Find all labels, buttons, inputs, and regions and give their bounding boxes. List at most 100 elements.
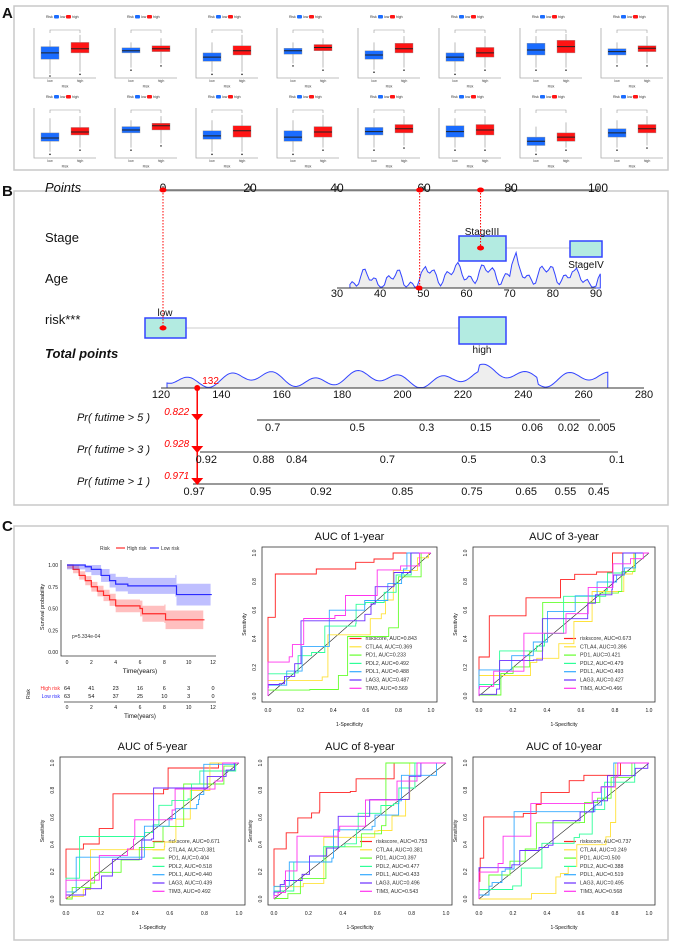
box-low <box>526 43 546 56</box>
legend-swatch-low <box>459 95 464 99</box>
x-tick-low: low <box>209 159 215 163</box>
x-tick-low: low <box>371 159 377 163</box>
points-tick-label: 80 <box>504 181 518 195</box>
roc-y-axis-label: Sensitivity <box>248 819 254 842</box>
x-axis-label: Risk <box>548 165 555 169</box>
pr-tick-label: 0.85 <box>392 486 413 498</box>
legend-label-low: low <box>627 95 633 99</box>
age-tick-label: 60 <box>460 288 472 300</box>
legend-swatch-low <box>621 15 626 19</box>
age-tick-label: 30 <box>331 288 343 300</box>
roc-legend-label: CTLA4, AUC=0.396 <box>580 644 627 650</box>
x-tick-high: high <box>482 79 489 83</box>
age-tick-label: 70 <box>504 288 516 300</box>
boxplot-3: Risk low high low high Risk <box>195 15 258 89</box>
roc-legend-label: PDL2, AUC=0.388 <box>580 864 623 870</box>
age-tick-label: 40 <box>374 288 386 300</box>
roc-y-tick-label: 0.6 <box>258 814 264 821</box>
roc-x-tick-label: 0.8 <box>201 911 208 917</box>
roc-y-tick-label: 1.0 <box>50 759 56 766</box>
total-tick-label: 160 <box>273 389 291 401</box>
legend-title: Risk <box>208 95 215 99</box>
roc-legend-label: PD1, AUC=0.500 <box>580 856 621 862</box>
boxplot-11: Risk low high low high Risk <box>195 95 258 169</box>
outlier-low <box>616 65 618 67</box>
roc-y-tick-label: 0.4 <box>463 841 469 848</box>
box-low <box>40 132 60 142</box>
outlier-low <box>373 149 375 151</box>
legend-swatch-low <box>54 15 59 19</box>
roc-x-axis-label: 1-Specificity <box>336 722 363 728</box>
roc-x-tick-label: 0.6 <box>166 911 173 917</box>
km-x-tick-label: 2 <box>90 660 93 666</box>
stage-iii-label: StageIII <box>465 227 499 238</box>
km-y-tick-label: 0.75 <box>48 585 58 591</box>
roc-curve-ctla4 <box>267 552 431 696</box>
pr-tick-label: 0.7 <box>265 422 280 434</box>
legend-label-high: high <box>396 95 403 99</box>
total-tick-label: 120 <box>152 389 170 401</box>
legend-swatch-low <box>216 15 221 19</box>
at-risk-x-tick-label: 4 <box>114 705 117 711</box>
at-risk-table-label: Risk <box>26 689 32 699</box>
legend-label-high: high <box>558 95 565 99</box>
roc-y-axis-label: Sensitivity <box>40 819 46 842</box>
at-risk-x-tick-label: 6 <box>139 705 142 711</box>
legend-swatch-high <box>552 15 557 19</box>
outlier-high <box>403 69 405 71</box>
outlier-high <box>565 69 567 71</box>
roc-curve-tim3 <box>65 762 239 899</box>
pr-tick-label: 0.88 <box>253 454 274 466</box>
legend-label-high: high <box>234 15 241 19</box>
x-axis-label: Risk <box>386 85 393 89</box>
legend-swatch-high <box>471 95 476 99</box>
roc-x-tick-label: 0.0 <box>271 911 278 917</box>
legend-title: Risk <box>613 95 620 99</box>
roc-curve-tim3 <box>478 762 649 899</box>
roc-x-tick-label: 0.0 <box>63 911 70 917</box>
legend-swatch-high <box>390 15 395 19</box>
x-tick-low: low <box>209 79 215 83</box>
roc-legend-label: TIM3, AUC=0.466 <box>580 686 622 692</box>
roc-x-tick-label: 0.2 <box>510 708 517 714</box>
roc-curve-tim3 <box>273 762 446 899</box>
roc-y-tick-label: 0.8 <box>463 787 469 794</box>
roc-y-tick-label: 0.0 <box>252 692 258 699</box>
roc-plot-frame <box>472 546 656 703</box>
boxplot-10: Risk low high low high Risk <box>114 95 177 169</box>
x-axis-label: Risk <box>305 165 312 169</box>
roc-legend-label: PDL1, AUC=0.493 <box>580 669 623 675</box>
total-tick-label: 220 <box>454 389 472 401</box>
axes <box>519 28 582 79</box>
x-axis-label: Risk <box>62 85 69 89</box>
legend-swatch-high <box>228 95 233 99</box>
legend-label-high: high <box>396 15 403 19</box>
x-tick-high: high <box>239 159 246 163</box>
significance-bracket <box>454 109 486 113</box>
legend-label-low: low <box>141 15 147 19</box>
x-tick-high: high <box>77 159 84 163</box>
roc-legend-label: riskscore, AUC=0.671 <box>169 839 220 845</box>
boxplot-1: Risk low high low high Risk <box>33 15 96 89</box>
outlier-high <box>484 149 486 151</box>
significance-bracket <box>292 29 324 33</box>
significance-bracket <box>130 29 162 33</box>
roc-x-tick-label: 0.8 <box>408 911 415 917</box>
roc-legend-label: CTLA4, AUC=0.249 <box>580 847 627 853</box>
roc-x-tick-label: 0.6 <box>374 911 381 917</box>
legend-label-high: high <box>315 15 322 19</box>
roc-curve-lag3 <box>65 762 239 899</box>
points-label: Points <box>45 180 82 195</box>
outlier-high <box>160 145 162 147</box>
x-tick-high: high <box>77 79 84 83</box>
points-tick-label: 40 <box>330 181 344 195</box>
legend-label-high: high <box>558 15 565 19</box>
roc-y-tick-label: 0.0 <box>50 895 56 902</box>
roc-y-tick-label: 0.4 <box>50 841 56 848</box>
km-x-tick-label: 10 <box>186 660 192 666</box>
at-risk-count: 3 <box>187 686 190 692</box>
outlier-high <box>79 73 81 76</box>
risk-high-label: high <box>473 345 492 356</box>
roc-legend-label: TIM3, AUC=0.543 <box>376 889 418 895</box>
pr-tick-label: 0.5 <box>350 422 365 434</box>
